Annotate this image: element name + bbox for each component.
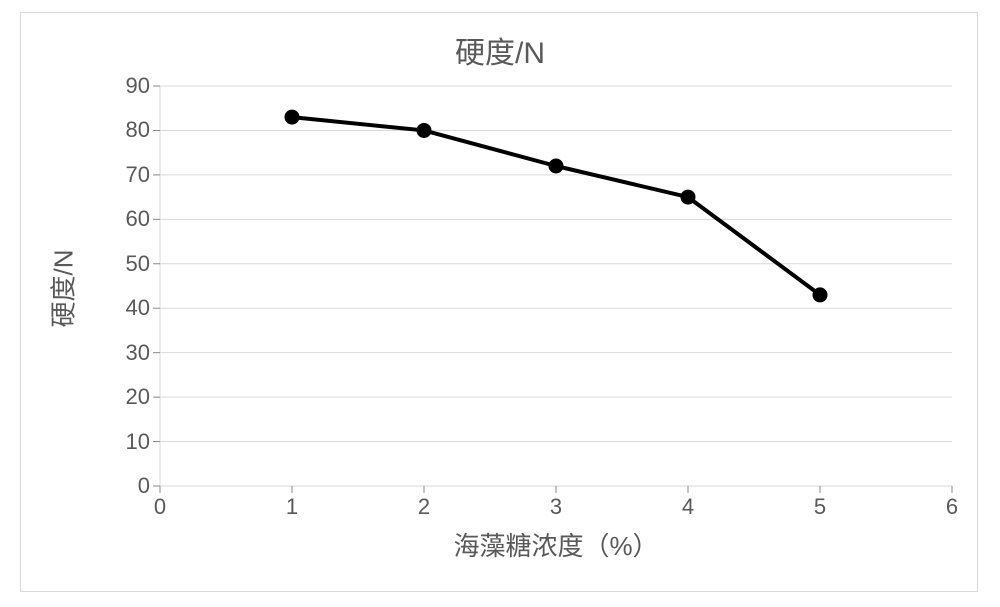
y-tick-label: 60: [110, 206, 150, 232]
x-tick-label: 4: [673, 494, 703, 520]
y-tick-label: 40: [110, 295, 150, 321]
plot-svg: [160, 86, 952, 486]
series-line: [292, 117, 820, 295]
x-tick-label: 1: [277, 494, 307, 520]
x-tick-label: 3: [541, 494, 571, 520]
y-tick-label: 70: [110, 162, 150, 188]
y-tick-label: 30: [110, 340, 150, 366]
data-point: [285, 110, 299, 124]
y-tick-label: 90: [110, 73, 150, 99]
data-point: [813, 288, 827, 302]
chart-title: 硬度/N: [0, 28, 1000, 72]
x-axis-label: 海藻糖浓度（%）: [436, 526, 676, 563]
y-tick-label: 0: [110, 473, 150, 499]
y-tick-label: 20: [110, 384, 150, 410]
plot-area: [160, 86, 952, 486]
y-axis-label: 硬度/N: [44, 229, 81, 349]
y-tick-label: 80: [110, 117, 150, 143]
y-tick-label: 10: [110, 429, 150, 455]
x-tick-label: 6: [937, 494, 967, 520]
data-point: [549, 159, 563, 173]
x-tick-label: 2: [409, 494, 439, 520]
x-tick-label: 5: [805, 494, 835, 520]
x-tick-label: 0: [145, 494, 175, 520]
y-tick-label: 50: [110, 251, 150, 277]
chart-container: 硬度/N 硬度/N 海藻糖浓度（%） 0 10 20 30 40 50 60 70 80 90 0 1…: [0, 0, 1000, 607]
data-point: [681, 190, 695, 204]
data-point: [417, 123, 431, 137]
